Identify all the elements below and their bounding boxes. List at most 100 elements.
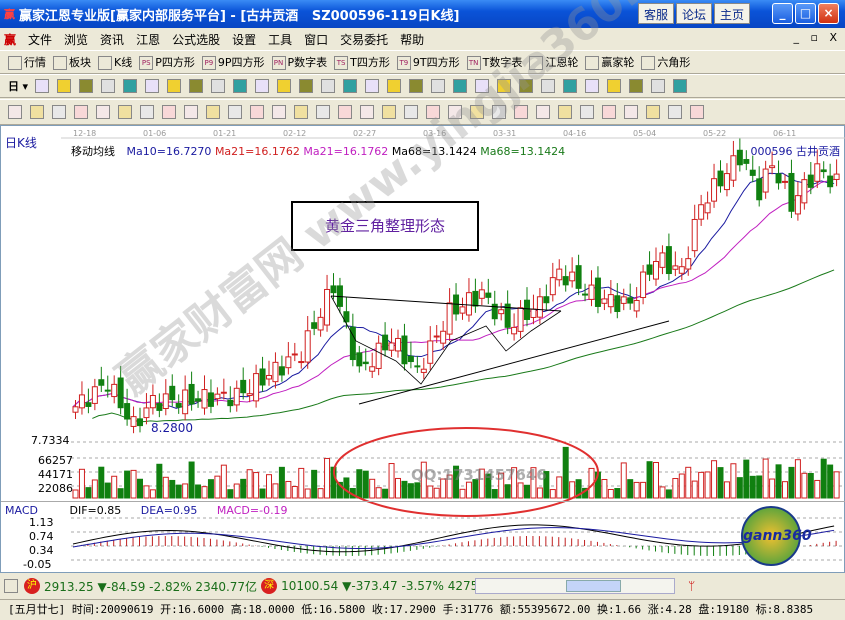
tool-icon[interactable]	[602, 105, 616, 119]
tool-icon[interactable]	[475, 79, 490, 93]
toolbar-11[interactable]: 六角形	[641, 54, 690, 70]
menu-browse[interactable]: 浏览	[64, 32, 89, 47]
tool-icon[interactable]	[514, 105, 528, 119]
toolbar-8[interactable]: TN T数字表	[466, 54, 522, 70]
tool-icon[interactable]	[206, 105, 220, 119]
close-icon[interactable]: ×	[818, 3, 839, 24]
tool-icon[interactable]	[162, 105, 176, 119]
tool-icon[interactable]	[580, 105, 594, 119]
tool-icon[interactable]	[492, 105, 506, 119]
service-button[interactable]: 客服	[638, 3, 675, 24]
tool-icon[interactable]	[316, 105, 330, 119]
date-tick: 04-16	[563, 129, 586, 138]
period-select[interactable]: 日 ▾	[8, 80, 29, 93]
tool-icon[interactable]	[321, 79, 336, 93]
tool-icon[interactable]	[409, 79, 424, 93]
tool-icon[interactable]	[145, 79, 160, 93]
tool-icon[interactable]	[299, 79, 314, 93]
tool-icon[interactable]	[343, 79, 358, 93]
menu-file[interactable]: 文件	[28, 32, 53, 47]
calendar-icon[interactable]	[4, 579, 18, 593]
toolbar-3[interactable]: PS P四方形	[139, 54, 195, 70]
menu-trade[interactable]: 交易委托	[340, 32, 389, 47]
tool-icon[interactable]	[431, 79, 446, 93]
tool-icon[interactable]	[690, 105, 704, 119]
candle	[459, 306, 466, 314]
menu-settings[interactable]: 设置	[232, 32, 257, 47]
tool-icon[interactable]	[624, 105, 638, 119]
tool-icon[interactable]	[35, 79, 50, 93]
toolbar-7[interactable]: T9 9T四方形	[396, 54, 460, 70]
tool-icon[interactable]	[651, 79, 666, 93]
toolbar-9[interactable]: 江恩轮	[529, 54, 578, 70]
tool-icon[interactable]	[52, 105, 66, 119]
tool-icon[interactable]	[250, 105, 264, 119]
tool-icon[interactable]	[57, 79, 72, 93]
tool-icon[interactable]	[673, 79, 688, 93]
menu-window[interactable]: 窗口	[304, 32, 329, 47]
tool-icon[interactable]	[585, 79, 600, 93]
tool-icon[interactable]	[519, 79, 534, 93]
toolbar-10[interactable]: 赢家轮	[585, 54, 634, 70]
tool-icon[interactable]	[277, 79, 292, 93]
tool-icon[interactable]	[497, 79, 512, 93]
tool-icon[interactable]	[79, 79, 94, 93]
minimize-icon[interactable]: _	[772, 3, 793, 24]
tool-icon[interactable]	[30, 105, 44, 119]
tool-icon[interactable]	[607, 79, 622, 93]
tool-icon[interactable]	[360, 105, 374, 119]
tool-icon[interactable]	[140, 105, 154, 119]
tool-icon[interactable]	[211, 79, 226, 93]
mdi-window-controls[interactable]: _ ▫ X	[793, 31, 841, 44]
toolbar-1[interactable]: 板块	[53, 54, 91, 70]
tool-icon[interactable]	[184, 105, 198, 119]
tool-icon[interactable]	[426, 105, 440, 119]
tool-icon[interactable]	[646, 105, 660, 119]
tool-icon[interactable]	[228, 105, 242, 119]
volume-bar	[130, 469, 137, 499]
tool-icon[interactable]	[338, 105, 352, 119]
maximize-icon[interactable]: □	[795, 3, 816, 24]
tool-icon[interactable]	[404, 105, 418, 119]
tool-icon[interactable]	[167, 79, 182, 93]
tool-icon[interactable]	[365, 79, 380, 93]
tool-icon[interactable]	[541, 79, 556, 93]
tool-icon[interactable]	[382, 105, 396, 119]
forum-button[interactable]: 论坛	[676, 3, 713, 24]
tool-icon[interactable]	[470, 105, 484, 119]
toolbar-5[interactable]: PN P数字表	[271, 54, 327, 70]
tool-icon[interactable]	[96, 105, 110, 119]
menu-news[interactable]: 资讯	[100, 32, 125, 47]
toolbar-0[interactable]: 行情	[8, 54, 46, 70]
tool-icon[interactable]	[563, 79, 578, 93]
tool-icon[interactable]	[558, 105, 572, 119]
tool-icon[interactable]	[101, 79, 116, 93]
menu-help[interactable]: 帮助	[400, 32, 425, 47]
toolbar-2[interactable]: K线	[98, 54, 132, 70]
tool-icon[interactable]	[74, 105, 88, 119]
home-button[interactable]: 主页	[714, 3, 751, 24]
menu-gann[interactable]: 江恩	[136, 32, 161, 47]
toolbar-4[interactable]: P9 9P四方形	[201, 54, 265, 70]
tool-icon[interactable]	[233, 79, 248, 93]
toolbar-6[interactable]: TS T四方形	[334, 54, 390, 70]
menu-formula[interactable]: 公式选股	[172, 32, 221, 47]
tool-icon[interactable]	[387, 79, 402, 93]
candle	[440, 330, 447, 344]
tool-icon[interactable]	[536, 105, 550, 119]
tool-icon[interactable]	[629, 79, 644, 93]
tool-icon[interactable]	[8, 105, 22, 119]
kline-chart[interactable]: 12-18 01-06 01-21 02-12 02-27 03-16 03-31 04-16…	[0, 0, 845, 573]
tool-icon[interactable]	[255, 79, 270, 93]
tool-icon[interactable]	[272, 105, 286, 119]
tool-icon[interactable]	[189, 79, 204, 93]
tool-icon[interactable]	[453, 79, 468, 93]
tool-icon[interactable]	[123, 79, 138, 93]
tool-icon[interactable]	[294, 105, 308, 119]
horizontal-scrollbar[interactable]	[475, 578, 675, 594]
tool-icon[interactable]	[118, 105, 132, 119]
menu-tools[interactable]: 工具	[268, 32, 293, 47]
toolbar-label: 行情	[24, 56, 46, 69]
tool-icon[interactable]	[668, 105, 682, 119]
tool-icon[interactable]	[448, 105, 462, 119]
